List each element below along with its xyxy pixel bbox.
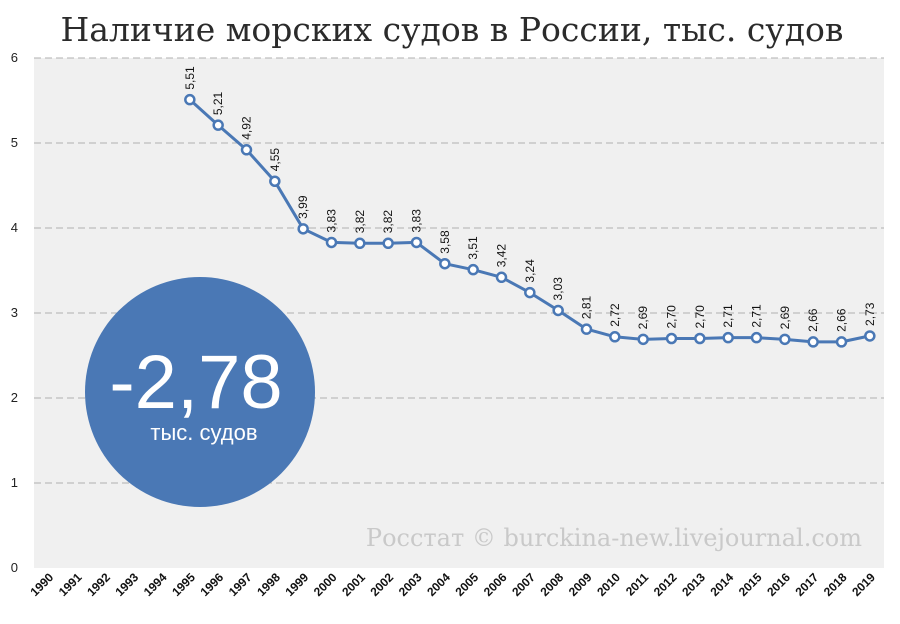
x-tick-label: 2012 <box>651 570 680 599</box>
x-tick-label: 2008 <box>538 570 567 599</box>
data-points <box>184 93 876 348</box>
x-tick-label: 2015 <box>736 570 765 599</box>
x-tick-label: 2007 <box>509 570 538 599</box>
x-tick-label: 1998 <box>254 570 283 599</box>
data-label: 2,71 <box>721 304 735 328</box>
x-tick-label: 2000 <box>311 570 340 599</box>
data-point <box>637 333 649 346</box>
data-label: 3,58 <box>438 230 452 254</box>
data-labels: 5,51 5,21 4,92 4,55 3,99 3,83 3,82 3,82 3,83 3,58… <box>183 66 877 332</box>
x-tick-label: 1994 <box>141 570 170 599</box>
data-label: 2,66 <box>806 308 820 332</box>
data-label: 2,66 <box>835 308 849 332</box>
source-credit: Росстат © burckina-new.livejournal.com <box>366 524 862 552</box>
data-point <box>779 333 791 346</box>
data-label: 4,55 <box>268 148 282 172</box>
data-point <box>580 323 593 335</box>
change-badge: -2,78 тыс. судов <box>85 277 315 507</box>
y-tick-label: 2 <box>11 390 18 405</box>
y-tick-label: 0 <box>11 560 18 575</box>
data-label: 3,83 <box>325 209 339 233</box>
data-point <box>495 271 508 284</box>
data-label: 2,70 <box>693 305 707 329</box>
data-point <box>750 331 763 344</box>
x-tick-label: 2017 <box>793 570 822 599</box>
x-tick-label: 2006 <box>481 570 510 599</box>
data-label: 2,70 <box>665 305 679 329</box>
data-label: 2,71 <box>750 304 764 328</box>
x-tick-label: 1993 <box>113 570 142 599</box>
data-point <box>467 263 479 276</box>
data-point <box>609 331 621 343</box>
y-tick-label: 4 <box>11 220 18 235</box>
data-point <box>269 175 281 187</box>
x-tick-label: 2005 <box>453 570 482 599</box>
x-tick-label: 1997 <box>226 570 255 599</box>
data-point <box>722 331 734 344</box>
data-label: 3,83 <box>410 209 424 233</box>
x-tick-label: 2011 <box>623 570 652 599</box>
data-label: 3,24 <box>523 259 537 283</box>
x-tick-label: 1995 <box>169 570 198 599</box>
x-axis-ticks: 1990 1991 1992 1993 1994 1995 1996 1997 1998 1999… <box>28 570 879 599</box>
gridlines <box>34 57 884 484</box>
data-label: 3,82 <box>353 210 367 234</box>
data-label: 2,73 <box>863 302 877 326</box>
x-tick-label: 2010 <box>594 570 623 599</box>
x-tick-label: 2014 <box>708 570 737 599</box>
x-tick-label: 2016 <box>764 570 793 599</box>
data-label: 2,72 <box>608 303 622 327</box>
data-point <box>410 236 423 249</box>
x-tick-label: 1991 <box>56 570 85 599</box>
x-tick-label: 1996 <box>198 570 227 599</box>
data-point <box>297 223 309 235</box>
x-tick-label: 2019 <box>849 570 878 599</box>
data-label: 3,99 <box>296 195 310 219</box>
x-tick-label: 1999 <box>283 570 312 599</box>
data-point <box>524 286 536 299</box>
x-tick-label: 2001 <box>339 570 368 599</box>
y-tick-label: 5 <box>11 135 18 150</box>
x-tick-label: 2003 <box>396 570 425 599</box>
data-point <box>864 330 876 342</box>
y-tick-label: 6 <box>11 50 18 65</box>
data-label: 2,69 <box>778 306 792 330</box>
y-tick-label: 3 <box>11 305 18 320</box>
data-point <box>552 304 564 317</box>
data-label: 5,51 <box>183 66 197 90</box>
y-axis-ticks: 0 1 2 3 4 5 6 <box>11 50 18 575</box>
data-point <box>439 257 451 270</box>
data-label: 3,51 <box>466 236 480 260</box>
x-tick-label: 2002 <box>368 570 397 599</box>
x-tick-label: 2018 <box>821 570 850 599</box>
chart-title: Наличие морских судов в России, тыс. суд… <box>61 10 844 49</box>
x-tick-label: 1992 <box>84 570 113 599</box>
x-tick-label: 2004 <box>424 570 453 599</box>
data-point <box>665 332 678 345</box>
x-tick-label: 1990 <box>28 570 57 599</box>
y-tick-label: 1 <box>11 475 18 490</box>
data-point <box>835 336 848 348</box>
badge-value: -2,78 <box>109 340 282 425</box>
data-point <box>694 332 706 345</box>
data-point <box>184 93 196 106</box>
data-label: 3,82 <box>381 210 395 234</box>
data-label: 4,92 <box>240 116 254 140</box>
x-tick-label: 2013 <box>679 570 708 599</box>
badge-unit: тыс. судов <box>150 420 257 445</box>
data-point <box>212 119 224 131</box>
data-label: 3,42 <box>495 244 509 268</box>
data-point <box>382 237 394 250</box>
x-tick-label: 2009 <box>566 570 595 599</box>
data-label: 2,69 <box>636 306 650 330</box>
data-label: 5,21 <box>211 91 225 115</box>
data-point <box>354 237 366 250</box>
data-point <box>240 144 253 156</box>
data-label: 2,81 <box>580 295 594 319</box>
badge-circle <box>85 277 315 507</box>
data-point <box>807 336 819 348</box>
data-label: 3,03 <box>551 277 565 301</box>
data-point <box>325 236 338 249</box>
